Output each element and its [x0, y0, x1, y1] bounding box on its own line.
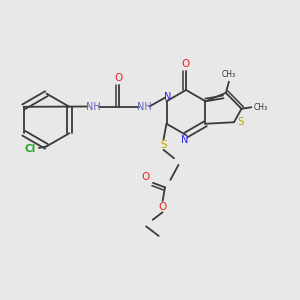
Text: N: N [181, 135, 188, 146]
Text: S: S [160, 140, 167, 150]
Text: O: O [114, 73, 123, 83]
Text: O: O [182, 59, 190, 69]
Text: Cl: Cl [24, 144, 36, 154]
Text: N: N [164, 92, 172, 102]
Text: NH: NH [85, 101, 100, 112]
Text: O: O [158, 202, 167, 212]
Text: S: S [237, 117, 244, 127]
Text: CH₃: CH₃ [222, 70, 236, 79]
Text: O: O [141, 172, 150, 182]
Text: CH₃: CH₃ [253, 103, 267, 112]
Text: NH: NH [136, 101, 152, 112]
